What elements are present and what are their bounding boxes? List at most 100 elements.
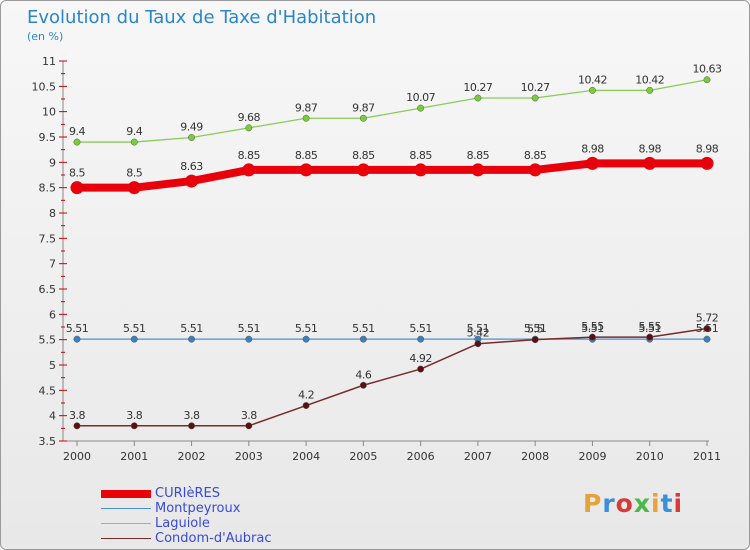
data-point-condom-d-aubrac xyxy=(531,336,539,344)
legend-swatch xyxy=(101,523,151,524)
y-tick-label: 7 xyxy=(49,258,56,271)
y-tick-label: 7.5 xyxy=(39,232,57,245)
data-point-curi-res xyxy=(127,181,141,195)
data-point-condom-d-aubrac xyxy=(703,325,711,332)
data-label-curi-res: 8.98 xyxy=(581,142,604,155)
data-label-curi-res: 8.98 xyxy=(696,142,719,155)
data-point-laguiole xyxy=(589,86,596,94)
logo-letter: t xyxy=(660,489,674,518)
data-label-curi-res: 8.85 xyxy=(524,149,547,162)
data-label-laguiole: 9.4 xyxy=(69,125,85,138)
data-point-laguiole xyxy=(474,94,482,102)
data-point-condom-d-aubrac xyxy=(130,422,138,430)
data-label-curi-res: 8.85 xyxy=(409,149,432,162)
data-point-laguiole xyxy=(73,138,81,146)
data-point-laguiole xyxy=(417,104,425,112)
legend-label: Montpeyroux xyxy=(155,501,241,516)
series-line-condom-d-aubrac xyxy=(76,327,708,427)
x-tick-label: 2003 xyxy=(235,450,263,463)
series-line-curi-res xyxy=(73,159,711,192)
data-point-laguiole xyxy=(302,114,310,122)
data-point-montpeyroux xyxy=(73,335,81,343)
data-point-montpeyroux xyxy=(302,335,310,343)
data-label-laguiole: 10.63 xyxy=(693,63,722,76)
data-label-laguiole: 10.07 xyxy=(406,91,435,104)
series-line-laguiole xyxy=(76,79,708,143)
data-label-condom-d-aubrac: 5.5 xyxy=(527,323,543,336)
data-label-condom-d-aubrac: 3.8 xyxy=(241,409,257,422)
y-tick-label: 9 xyxy=(49,156,56,169)
data-label-condom-d-aubrac: 5.55 xyxy=(638,320,661,333)
data-label-laguiole: 10.42 xyxy=(635,73,664,86)
data-point-curi-res xyxy=(299,163,313,177)
data-label-laguiole: 9.4 xyxy=(126,125,142,138)
data-label-montpeyroux: 5.51 xyxy=(524,322,547,335)
data-label-condom-d-aubrac: 4.92 xyxy=(409,352,432,365)
data-label-montpeyroux: 5.51 xyxy=(123,322,146,335)
data-label-laguiole: 9.87 xyxy=(352,101,375,114)
legend-swatch xyxy=(101,508,151,509)
data-label-curi-res: 8.5 xyxy=(69,167,85,180)
chart-title: Evolution du Taux de Taxe d'Habitation xyxy=(27,7,377,28)
data-point-laguiole xyxy=(130,138,138,146)
logo-letter: o xyxy=(615,489,634,518)
data-point-laguiole xyxy=(245,124,253,132)
x-tick-label: 2010 xyxy=(636,450,664,463)
y-tick-label: 6 xyxy=(49,308,56,321)
data-point-laguiole xyxy=(359,114,367,122)
x-tick-label: 2004 xyxy=(292,450,320,463)
data-point-condom-d-aubrac xyxy=(359,381,367,389)
data-label-montpeyroux: 5.51 xyxy=(409,322,432,335)
data-point-condom-d-aubrac xyxy=(302,402,310,409)
data-point-condom-d-aubrac xyxy=(417,365,425,373)
data-point-montpeyroux xyxy=(703,335,711,343)
y-tick-label: 3.5 xyxy=(39,435,57,448)
data-label-condom-d-aubrac: 5.55 xyxy=(581,320,604,333)
y-tick-label: 10.5 xyxy=(32,80,57,93)
data-label-laguiole: 9.49 xyxy=(180,121,203,134)
logo-letter: i xyxy=(651,489,661,518)
y-tick-label: 11 xyxy=(42,55,56,68)
data-label-curi-res: 8.85 xyxy=(352,149,375,162)
x-tick-label: 2011 xyxy=(693,450,721,463)
y-tick-label: 4 xyxy=(49,410,56,423)
data-label-curi-res: 8.63 xyxy=(180,160,203,173)
data-point-curi-res xyxy=(414,163,428,177)
data-label-montpeyroux: 5.51 xyxy=(238,322,261,335)
data-point-curi-res xyxy=(700,156,714,170)
proxiti-logo: Proxiti xyxy=(583,489,683,518)
data-label-condom-d-aubrac: 3.8 xyxy=(126,409,142,422)
data-label-laguiole: 9.68 xyxy=(238,111,261,124)
legend-item-condom-d-aubrac: Condom-d'Aubrac xyxy=(101,531,272,546)
data-label-laguiole: 10.27 xyxy=(521,81,550,94)
data-point-laguiole xyxy=(188,134,195,141)
data-label-condom-d-aubrac: 5.42 xyxy=(467,327,490,340)
legend-label: Condom-d'Aubrac xyxy=(155,531,272,546)
data-point-curi-res xyxy=(70,181,84,195)
x-tick-label: 2002 xyxy=(178,450,206,463)
data-point-montpeyroux xyxy=(417,335,425,343)
data-label-curi-res: 8.85 xyxy=(238,149,261,162)
legend-swatch xyxy=(101,538,151,539)
data-label-curi-res: 8.5 xyxy=(126,167,142,180)
data-point-condom-d-aubrac xyxy=(646,333,654,341)
data-point-condom-d-aubrac xyxy=(245,422,253,430)
data-point-montpeyroux xyxy=(245,335,253,343)
data-point-condom-d-aubrac xyxy=(188,422,195,430)
data-label-montpeyroux: 5.51 xyxy=(467,322,490,335)
data-point-condom-d-aubrac xyxy=(73,422,81,430)
data-point-condom-d-aubrac xyxy=(589,333,596,341)
data-label-condom-d-aubrac: 5.72 xyxy=(696,312,719,325)
data-label-curi-res: 8.85 xyxy=(295,149,318,162)
data-point-montpeyroux xyxy=(130,335,138,343)
logo-letter: P xyxy=(583,489,603,518)
data-point-curi-res xyxy=(471,163,485,177)
data-label-montpeyroux: 5.51 xyxy=(66,322,89,335)
logo-letter: x xyxy=(633,489,651,518)
data-point-curi-res xyxy=(356,163,370,177)
data-point-condom-d-aubrac xyxy=(474,340,482,348)
legend-item-montpeyroux: Montpeyroux xyxy=(101,501,272,516)
data-point-curi-res xyxy=(528,163,542,177)
